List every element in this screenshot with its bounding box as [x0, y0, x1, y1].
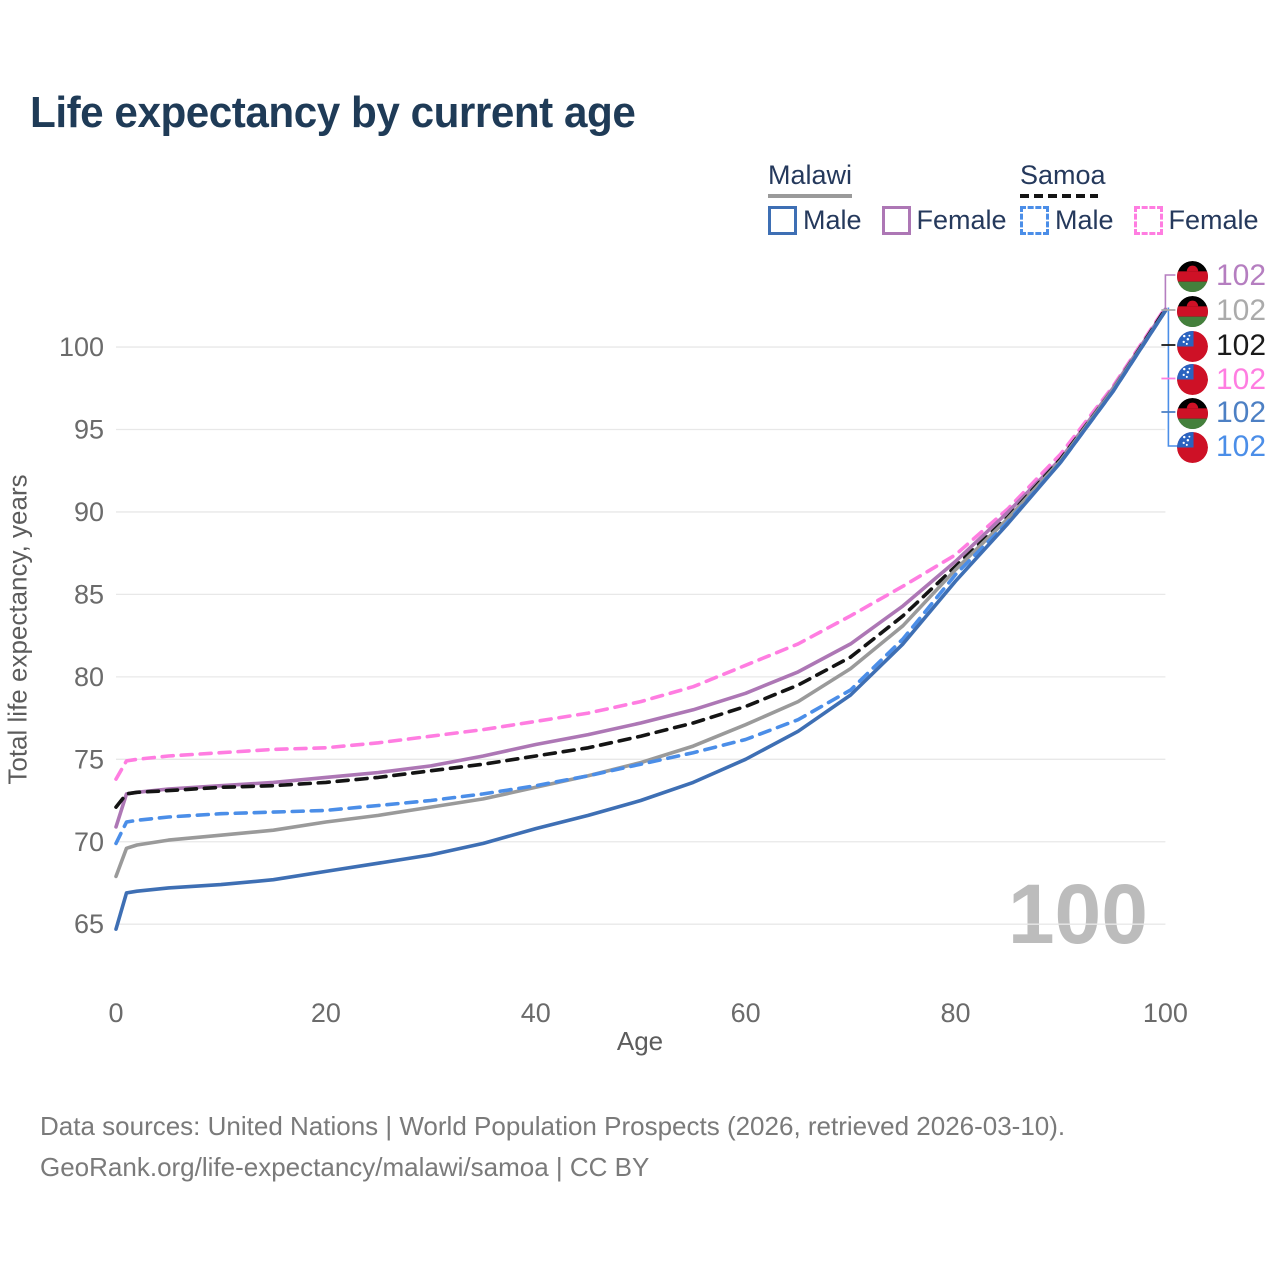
series-line-malawi-male — [114, 308, 1168, 931]
legend-country-samoa: Samoa — [1020, 160, 1106, 190]
legend-label-malawi-female[interactable]: Female — [916, 205, 1007, 235]
legend-swatch-malawi-female[interactable] — [881, 206, 911, 235]
y-tick-label: 80 — [74, 662, 104, 692]
legend-underline-malawi — [768, 194, 852, 198]
legend-underline-samoa — [1020, 194, 1098, 198]
series-line-malawi-female — [114, 307, 1168, 829]
x-tick-label: 20 — [311, 998, 341, 1028]
series-line-samoa-female — [114, 305, 1168, 781]
x-tick-label: 0 — [108, 998, 123, 1028]
legend-group-samoa: Samoa Male Female — [1020, 160, 1259, 235]
y-tick-label: 100 — [59, 332, 104, 362]
legend-group-malawi: Malawi Male Female — [768, 160, 1007, 235]
y-tick-label: 90 — [74, 497, 104, 527]
x-tick-label: 100 — [1143, 998, 1188, 1028]
legend-swatch-malawi-male[interactable] — [768, 206, 797, 235]
legend-label-samoa-female[interactable]: Female — [1168, 205, 1259, 235]
y-tick-label: 65 — [74, 909, 104, 939]
page-title: Life expectancy by current age — [30, 88, 636, 137]
y-tick-label: 70 — [74, 827, 104, 857]
legend-country-malawi: Malawi — [768, 160, 853, 190]
y-tick-label: 75 — [74, 744, 104, 774]
leader-line — [1167, 307, 1178, 447]
series-line-malawi-both-sexes — [114, 308, 1168, 879]
x-tick-label: 80 — [940, 998, 970, 1028]
footer: Data sources: United Nations | World Pop… — [40, 1106, 1065, 1188]
series-line-samoa-both-sexes — [114, 307, 1168, 809]
leader-line — [1164, 274, 1176, 308]
series-line-samoa-male — [114, 308, 1168, 846]
legend-swatch-samoa-female[interactable] — [1133, 206, 1163, 235]
legend-label-samoa-male[interactable]: Male — [1055, 205, 1114, 235]
y-axis-title: Total life expectancy, years — [2, 474, 33, 785]
x-axis-title: Age — [616, 1026, 664, 1056]
y-tick-label: 85 — [74, 579, 104, 609]
age-watermark: 100 — [1007, 867, 1148, 961]
x-tick-label: 40 — [521, 998, 551, 1028]
legend-swatch-samoa-male[interactable] — [1020, 206, 1049, 235]
footer-link: GeoRank.org/life-expectancy/malawi/samoa… — [40, 1152, 650, 1182]
y-tick-label: 95 — [74, 415, 104, 445]
legend-label-malawi-male[interactable]: Male — [803, 205, 862, 235]
x-tick-label: 60 — [731, 998, 761, 1028]
footer-sources: Data sources: United Nations | World Pop… — [40, 1111, 1066, 1141]
